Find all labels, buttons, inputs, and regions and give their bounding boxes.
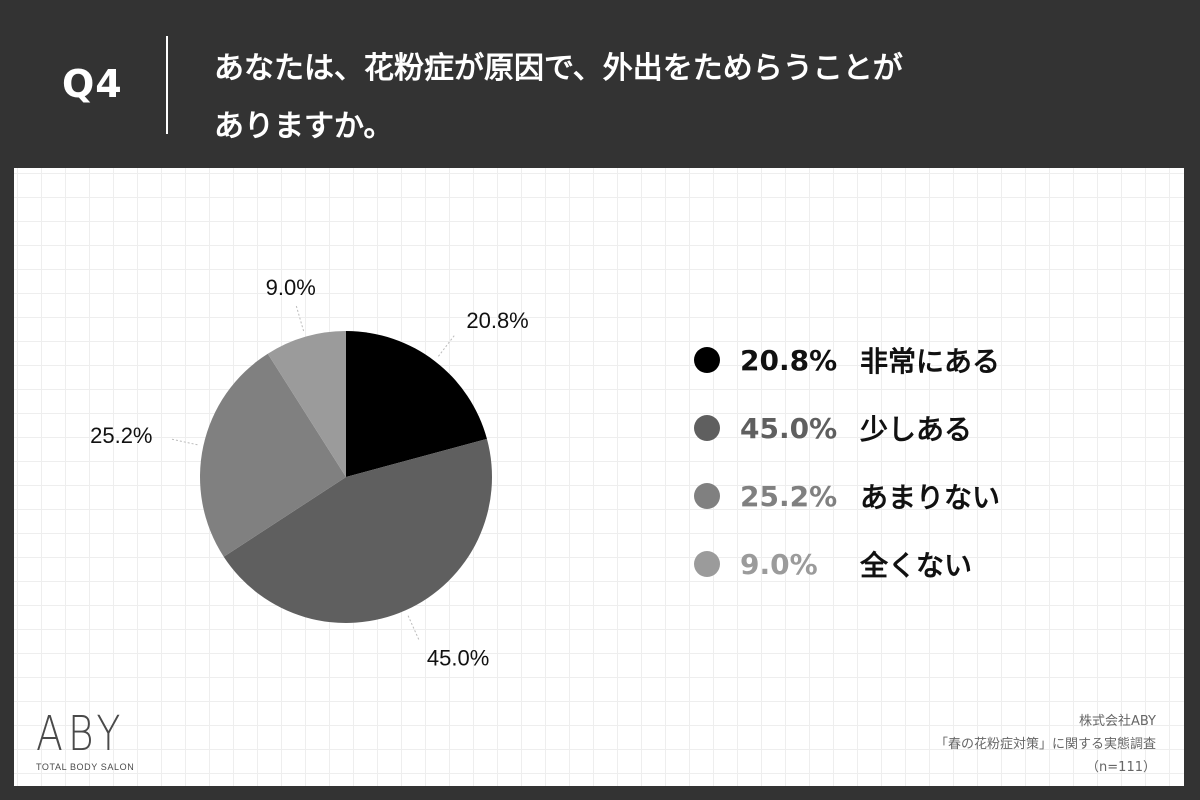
- legend-item: 45.0% 少しある: [694, 394, 1114, 462]
- legend-percent: 45.0%: [740, 411, 838, 445]
- logo-subtext: TOTAL BODY SALON: [36, 762, 135, 772]
- header-bar: Q4 あなたは、花粉症が原因で、外出をためらうことが ありますか。: [0, 0, 1200, 168]
- legend-dot: [694, 551, 720, 577]
- slice-label: 45.0%: [427, 646, 489, 671]
- legend-label: 非常にある: [860, 345, 1001, 378]
- pie-slice: [223, 438, 493, 623]
- leader-line: [438, 335, 455, 357]
- legend-percent: 9.0%: [740, 547, 818, 581]
- pie-slice: [267, 331, 346, 477]
- question-line-2: ありますか。: [214, 109, 394, 144]
- legend-dot: [694, 483, 720, 509]
- survey-credits: 株式会社ABY 「春の花粉症対策」に関する実態調査 （n=111）: [935, 710, 1156, 779]
- credit-survey: 「春の花粉症対策」に関する実態調査: [934, 737, 1156, 752]
- leader-line: [407, 615, 420, 640]
- legend-dot: [694, 415, 720, 441]
- question-number: Q4: [62, 62, 123, 106]
- legend-item: 20.8% 非常にある: [694, 326, 1114, 394]
- leader-line: [295, 305, 305, 332]
- credit-sample: （n=111）: [1086, 760, 1156, 775]
- slice-label: 9.0%: [266, 275, 316, 300]
- legend-dot: [694, 347, 720, 373]
- brand-logo: ABY TOTAL BODY SALON: [36, 708, 145, 772]
- legend-label: 少しある: [860, 413, 973, 446]
- legend-percent: 25.2%: [740, 479, 838, 513]
- legend-percent: 20.8%: [740, 343, 838, 377]
- slice-label: 25.2%: [90, 423, 152, 448]
- leader-line: [171, 438, 198, 446]
- legend-item: 25.2% あまりない: [694, 462, 1114, 530]
- question-text: あなたは、花粉症が原因で、外出をためらうことが ありますか。: [214, 40, 1114, 156]
- legend-label: あまりない: [860, 481, 1001, 514]
- logo-mark: ABY: [36, 706, 126, 762]
- chart-legend: 20.8% 非常にある 45.0% 少しある 25.2% あまりない 9.0% …: [694, 326, 1114, 598]
- legend-label: 全くない: [860, 549, 973, 582]
- pie-slice: [200, 353, 346, 557]
- slice-label: 20.8%: [466, 308, 528, 333]
- question-line-1: あなたは、花粉症が原因で、外出をためらうことが: [214, 51, 903, 86]
- header-divider: [166, 36, 168, 134]
- credit-company: 株式会社ABY: [1078, 714, 1156, 729]
- legend-item: 9.0% 全くない: [694, 530, 1114, 598]
- pie-slice: [346, 331, 487, 477]
